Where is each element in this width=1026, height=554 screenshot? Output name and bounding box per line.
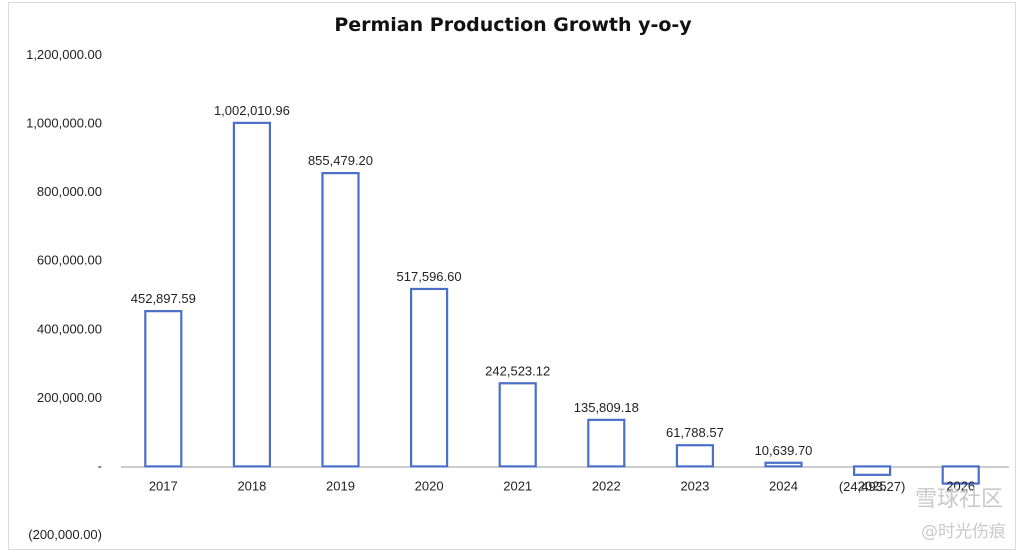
chart-title: Permian Production Growth y-o-y — [334, 14, 692, 36]
data-label-2022: 135,809.18 — [574, 400, 639, 415]
x-tick-2019: 2019 — [326, 478, 355, 493]
x-tick-2018: 2018 — [237, 478, 266, 493]
y-tick-label: - — [98, 458, 102, 473]
x-tick-2026: 2026 — [946, 478, 975, 493]
x-tick-2024: 2024 — [769, 478, 798, 493]
data-label-2025: (24,493.27) — [839, 479, 906, 494]
chart-frame: Permian Production Growth y-o-y 1,200,00… — [8, 2, 1016, 550]
bar-2024 — [764, 461, 803, 468]
y-tick-label: 1,000,000.00 — [26, 116, 102, 131]
data-labels: 452,897.59 1,002,010.96 855,479.20 517,596.… — [131, 103, 906, 494]
data-label-2018: 1,002,010.96 — [214, 103, 290, 118]
bar-2017 — [144, 310, 183, 468]
bar-2019 — [321, 172, 360, 468]
bar-2021 — [498, 382, 537, 468]
x-tick-2025: 2025 — [858, 478, 887, 493]
y-tick-label: 800,000.00 — [37, 184, 102, 199]
watermark-handle: @时光伤痕 — [921, 522, 1006, 542]
y-axis-ticks: 1,200,000.00 1,000,000.00 800,000.00 600,00… — [26, 47, 102, 542]
bar-2025 — [852, 465, 892, 476]
y-tick-label: 200,000.00 — [37, 390, 102, 405]
bar-2026 — [941, 465, 980, 485]
watermark-brand: 雪球社区 — [915, 487, 1003, 512]
x-tick-2023: 2023 — [680, 478, 709, 493]
x-tick-2020: 2020 — [415, 478, 444, 493]
bars — [144, 121, 980, 485]
watermark: 雪球社区 @时光伤痕 — [915, 487, 1006, 542]
bar-2020 — [410, 287, 449, 468]
x-tick-2022: 2022 — [592, 478, 621, 493]
data-label-2024: 10,639.70 — [755, 443, 813, 458]
bar-2018 — [232, 121, 271, 468]
data-label-2020: 517,596.60 — [397, 269, 462, 284]
bar-chart: Permian Production Growth y-o-y 1,200,00… — [26, 14, 1009, 542]
data-label-2023: 61,788.57 — [666, 425, 724, 440]
y-tick-label: 400,000.00 — [37, 321, 102, 336]
x-tick-2017: 2017 — [149, 478, 178, 493]
y-tick-label: 1,200,000.00 — [26, 47, 102, 62]
x-axis-ticks: 2017 2018 2019 2020 2021 2022 2023 2024 2025 2026 — [149, 478, 975, 493]
y-tick-label: 600,000.00 — [37, 253, 102, 268]
y-tick-label: (200,000.00) — [28, 527, 102, 542]
x-tick-2021: 2021 — [503, 478, 532, 493]
data-label-2017: 452,897.59 — [131, 291, 196, 306]
bar-2022 — [587, 418, 626, 468]
data-label-2021: 242,523.12 — [485, 363, 550, 378]
bar-2023 — [675, 444, 715, 468]
data-label-2019: 855,479.20 — [308, 153, 373, 168]
